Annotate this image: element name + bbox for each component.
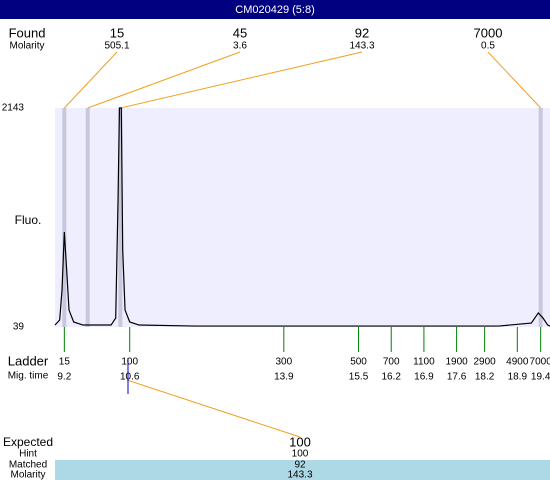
plot-area: [55, 108, 550, 327]
ladder-time: 19.4: [531, 372, 550, 383]
peak-band: [62, 108, 67, 327]
peak-connector: [63, 51, 118, 109]
peak-band: [538, 108, 543, 327]
ladder-time: 13.9: [274, 372, 294, 383]
title: CM020429 (5:8): [235, 4, 315, 16]
ladder-size: 15: [59, 357, 71, 368]
molarity-label: Molarity: [9, 41, 44, 52]
peak-connector: [87, 51, 241, 109]
found-size: 45: [233, 25, 247, 40]
peak-connector: [120, 51, 363, 109]
expected-molarity: 143.3: [287, 470, 312, 480]
ladder-size: 2900: [473, 357, 496, 368]
expected-label: Expected: [3, 435, 53, 449]
ladder-size: 500: [350, 357, 367, 368]
ladder-size: 4900: [506, 357, 529, 368]
found-label: Found: [9, 25, 46, 40]
found-molarity: 143.3: [349, 41, 374, 52]
found-molarity: 3.6: [233, 41, 247, 52]
matched-label: Matched: [9, 460, 47, 471]
hint-value: 100: [292, 449, 309, 460]
peak-connector: [487, 51, 542, 109]
ladder-time: 16.2: [381, 372, 401, 383]
mig-time-label: Mig. time: [8, 371, 49, 382]
peak-band: [118, 108, 123, 327]
y-axis-label: Fluo.: [15, 213, 42, 227]
found-size: 15: [110, 25, 124, 40]
found-molarity: 0.5: [481, 41, 495, 52]
ladder-label: Ladder: [8, 353, 49, 368]
matched-value: 92: [294, 460, 306, 471]
ladder-size: 100: [121, 357, 138, 368]
match-bar: [55, 460, 550, 480]
trace: [54, 107, 550, 327]
ladder-size: 700: [383, 357, 400, 368]
hint-label: Hint: [19, 449, 37, 460]
ladder-size: 1100: [413, 357, 435, 368]
y-tick-label: 2143: [2, 103, 25, 114]
ladder-time: 15.5: [349, 372, 369, 383]
title-bar: [0, 0, 550, 19]
ladder-time: 17.6: [447, 372, 467, 383]
ladder-size: 300: [275, 357, 292, 368]
y-tick-label: 39: [13, 322, 25, 333]
ladder-time: 18.2: [475, 372, 495, 383]
found-size: 7000: [474, 25, 503, 40]
ladder-time: 16.9: [414, 372, 434, 383]
expected-value: 100: [289, 434, 311, 449]
ladder-size: 7000: [530, 357, 550, 368]
found-molarity: 505.1: [104, 41, 129, 52]
ladder-time: 18.9: [508, 372, 528, 383]
ladder-time: 9.2: [57, 372, 71, 383]
found-size: 92: [355, 25, 369, 40]
ladder-time: 10.6: [120, 372, 140, 383]
peak-band: [85, 108, 90, 327]
expected-molarity-label: Molarity: [10, 470, 45, 480]
expected-connector: [126, 379, 301, 438]
ladder-size: 1900: [445, 357, 468, 368]
